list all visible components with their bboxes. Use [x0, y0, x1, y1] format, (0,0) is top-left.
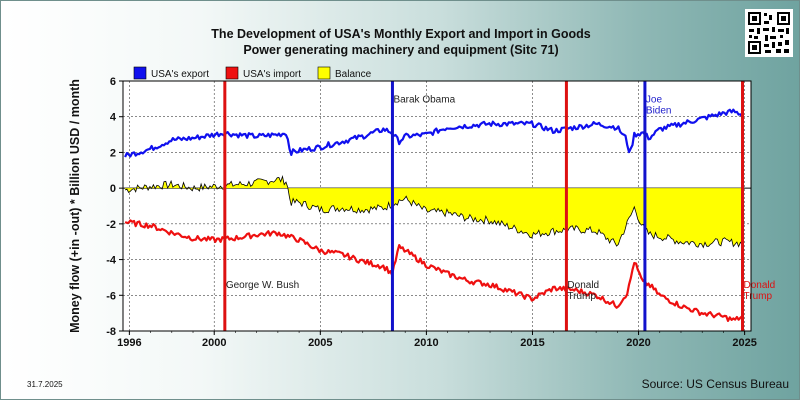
y-tick-label: 0: [110, 183, 116, 195]
legend-swatch: [225, 66, 239, 80]
y-tick-label: 4: [110, 112, 117, 124]
presidency-label: Donald Trump: [567, 280, 599, 302]
legend-swatch: [133, 66, 147, 80]
x-tick-label: 2000: [202, 337, 226, 349]
y-tick-label: -8: [106, 326, 116, 338]
y-tick-label: -6: [106, 290, 116, 302]
presidency-label: Joe Biden: [646, 94, 672, 116]
y-tick-label: -4: [106, 255, 117, 267]
plot-border: [122, 80, 752, 332]
x-tick-label: 2025: [732, 337, 756, 349]
source-text: Source: US Census Bureau: [641, 377, 789, 391]
presidency-label: Barak Obama: [393, 94, 455, 105]
legend-swatch: [317, 66, 331, 80]
export-line: [124, 108, 744, 158]
x-tick-label: 2020: [626, 337, 650, 349]
import-line: [124, 219, 743, 322]
x-tick-label: 2015: [520, 337, 544, 349]
balance-area: [125, 176, 743, 248]
legend-label: Balance: [335, 69, 372, 80]
y-tick-label: 2: [110, 147, 116, 159]
legend-label: USA's export: [151, 69, 209, 80]
qr-code-icon: [745, 9, 793, 57]
chart-title: The Development of USA's Monthly Export …: [211, 27, 591, 41]
chart-subtitle: Power generating machinery and equipment…: [243, 43, 559, 57]
y-tick-label: -2: [106, 219, 116, 231]
y-tick-label: 6: [110, 76, 116, 88]
x-tick-label: 2005: [308, 337, 332, 349]
balance-line: [124, 175, 743, 249]
presidency-label: George W. Bush: [226, 280, 299, 291]
x-tick-label: 1996: [117, 337, 141, 349]
date-stamp: 31.7.2025: [27, 380, 63, 389]
legend-label: USA's import: [243, 69, 301, 80]
x-tick-label: 2010: [414, 337, 438, 349]
y-axis-label: Money flow (+in -out) * Billion USD / mo…: [68, 79, 82, 333]
presidency-label: Donald Trump: [744, 280, 776, 302]
